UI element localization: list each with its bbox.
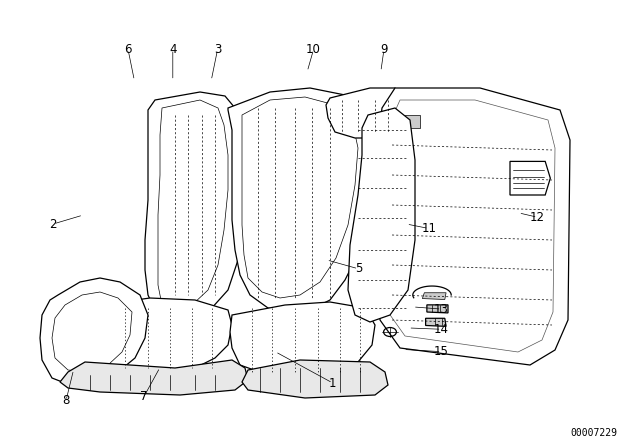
- Polygon shape: [145, 92, 248, 320]
- Text: 13: 13: [434, 302, 449, 316]
- Text: 2: 2: [49, 217, 57, 231]
- Text: 4: 4: [169, 43, 177, 56]
- Polygon shape: [60, 360, 248, 395]
- Text: 5: 5: [355, 262, 362, 276]
- Text: 1: 1: [329, 376, 337, 390]
- Polygon shape: [242, 360, 388, 398]
- Text: 6: 6: [124, 43, 132, 56]
- Text: 10: 10: [306, 43, 321, 56]
- Polygon shape: [230, 302, 375, 378]
- Polygon shape: [326, 88, 400, 138]
- Text: 11: 11: [421, 222, 436, 235]
- Text: 14: 14: [434, 323, 449, 336]
- Polygon shape: [422, 293, 446, 299]
- Polygon shape: [40, 278, 148, 385]
- Text: 3: 3: [214, 43, 221, 56]
- Polygon shape: [378, 88, 570, 365]
- Text: 8: 8: [62, 394, 70, 408]
- Text: 15: 15: [434, 345, 449, 358]
- Polygon shape: [348, 108, 415, 322]
- Polygon shape: [426, 318, 446, 326]
- Text: 00007229: 00007229: [571, 428, 618, 438]
- Polygon shape: [228, 88, 375, 312]
- Text: 9: 9: [380, 43, 388, 56]
- Polygon shape: [510, 161, 550, 195]
- Text: 12: 12: [530, 211, 545, 224]
- Text: 7: 7: [140, 390, 148, 403]
- Polygon shape: [80, 298, 232, 372]
- Polygon shape: [400, 115, 420, 128]
- Polygon shape: [427, 305, 448, 313]
